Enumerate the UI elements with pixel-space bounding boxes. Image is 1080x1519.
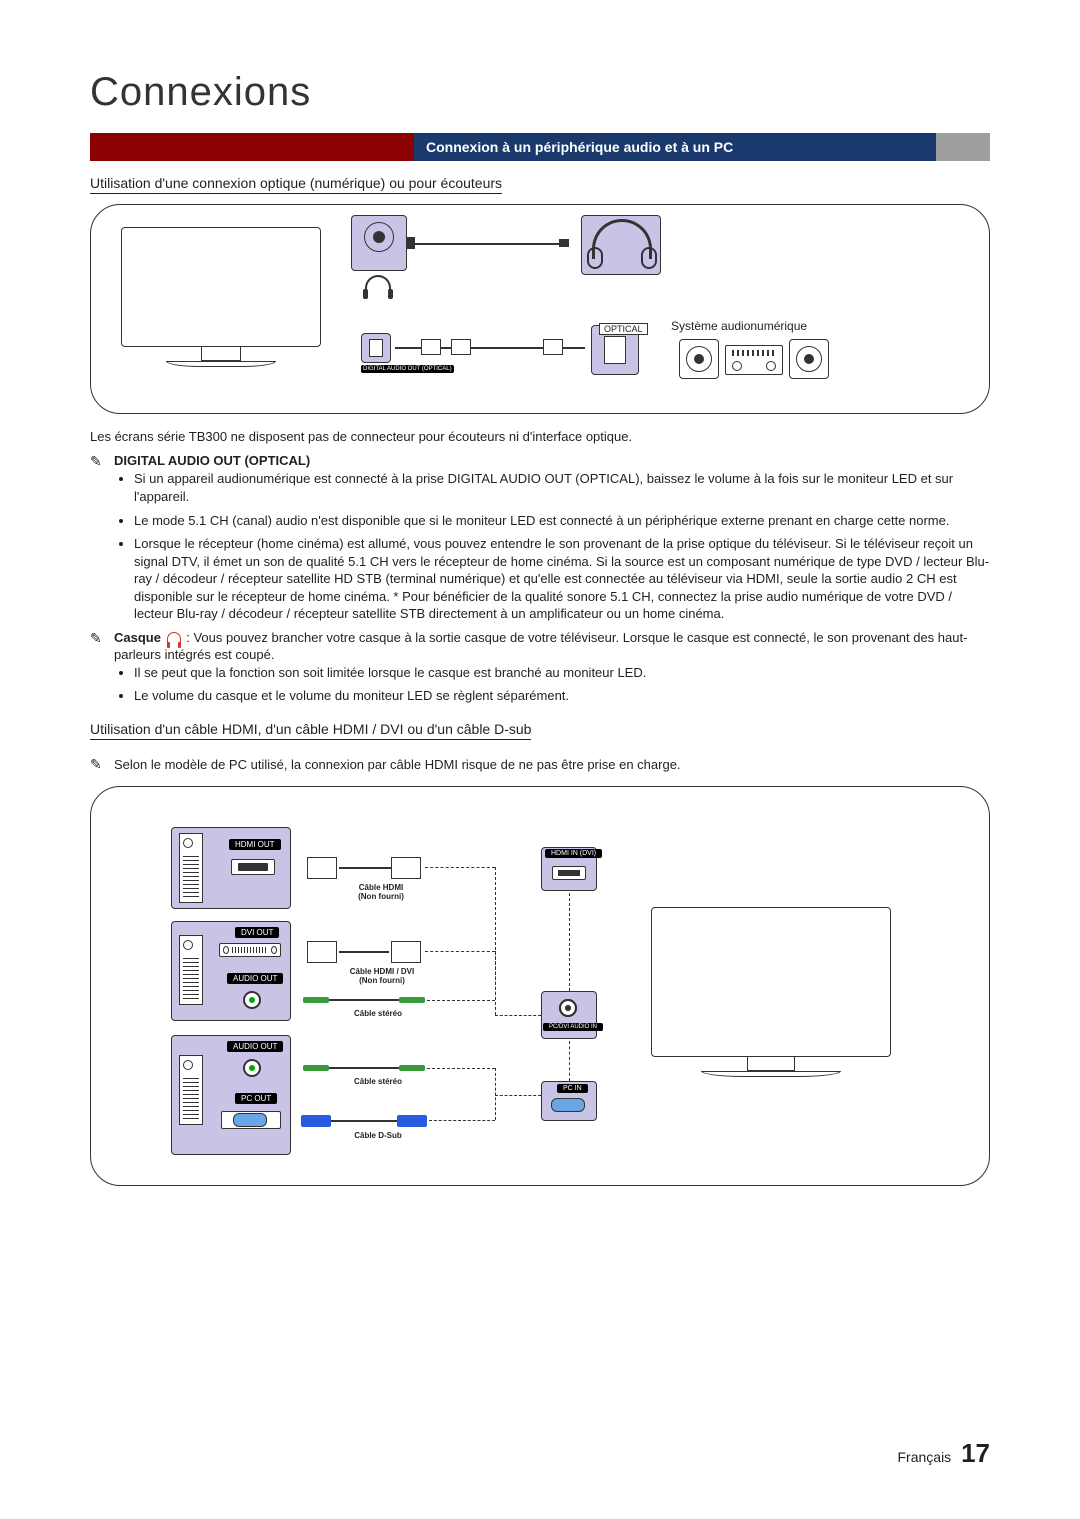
headphones-large-icon — [587, 219, 657, 269]
amplifier-icon — [725, 345, 783, 375]
intro-line: Les écrans série TB300 ne disposent pas … — [90, 428, 990, 446]
hdmi-connector-icon — [231, 859, 275, 875]
bullet-c2: Le volume du casque et le volume du moni… — [134, 687, 990, 705]
pc-tower-icon — [179, 935, 203, 1005]
speaker-port-box — [351, 215, 407, 271]
hdmi-note-text: Selon le modèle de PC utilisé, la connex… — [114, 756, 990, 774]
body-text-block: Les écrans série TB300 ne disposent pas … — [90, 428, 990, 705]
banner-accent-right — [936, 133, 990, 161]
banner-accent-left — [90, 133, 414, 161]
subheading-hdmi: Utilisation d'un câble HDMI, d'un câble … — [90, 721, 531, 740]
dvi-plug-left — [307, 941, 337, 963]
cable-headphone — [411, 243, 561, 245]
headphone-icon — [365, 275, 391, 293]
stereo-plug-r1 — [399, 997, 425, 1003]
section-banner: Connexion à un périphérique audio et à u… — [90, 133, 990, 161]
headphone-inline-icon — [167, 632, 181, 644]
optical-port-label: DIGITAL AUDIO OUT (OPTICAL) — [361, 365, 454, 373]
dvi-connector-icon — [219, 943, 281, 957]
optical-bullets: Si un appareil audionumérique est connec… — [90, 470, 990, 622]
vga-plug-left — [301, 1115, 331, 1127]
hdmi-out-label: HDMI OUT — [229, 839, 281, 850]
hdmi-plug-left — [307, 857, 337, 879]
subheading-optical: Utilisation d'une connexion optique (num… — [90, 175, 502, 194]
audio-jack-icon — [243, 991, 261, 1009]
pencil-icon: ✎ — [90, 452, 108, 471]
casque-line: Casque : Vous pouvez brancher votre casq… — [114, 629, 990, 664]
pc-tower-icon — [179, 1055, 203, 1125]
bullet-1: Si un appareil audionumérique est connec… — [134, 470, 990, 505]
cable-dsub-label: Câble D-Sub — [343, 1131, 413, 1140]
diagram-pc-connection: HDMI OUT Câble HDMI(Non fourni) DVI OUT … — [90, 786, 990, 1186]
audio-out-label-2: AUDIO OUT — [227, 1041, 283, 1052]
audio-out-label-1: AUDIO OUT — [227, 973, 283, 984]
cable-stereo-label-1: Câble stéréo — [343, 1009, 413, 1018]
pencil-icon: ✎ — [90, 756, 108, 773]
bullet-3: Lorsque le récepteur (home cinéma) est a… — [134, 535, 990, 623]
monitor-icon — [651, 907, 891, 1077]
dvi-out-label: DVI OUT — [235, 927, 279, 938]
speaker-right-icon — [789, 339, 829, 379]
dvi-cable — [339, 951, 389, 953]
pc-dvi-audio-label: PC/DVI AUDIO IN — [543, 1023, 603, 1031]
dashed-hdmi — [425, 867, 495, 868]
casque-rest: : Vous pouvez brancher votre casque à la… — [114, 630, 967, 663]
optical-heading: DIGITAL AUDIO OUT (OPTICAL) — [114, 452, 990, 470]
banner-title: Connexion à un périphérique audio et à u… — [414, 133, 936, 161]
audio-jack-icon — [243, 1059, 261, 1077]
bullet-2: Le mode 5.1 CH (canal) audio n'est dispo… — [134, 512, 990, 530]
cable-hdmi-label: Câble HDMI(Non fourni) — [341, 883, 421, 901]
speaker-left-icon — [679, 339, 719, 379]
hdmi-in-label: HDMI IN (DVI) — [545, 849, 602, 858]
note-casque: ✎ Casque : Vous pouvez brancher votre ca… — [90, 629, 990, 664]
note-hdmi: ✎ Selon le modèle de PC utilisé, la conn… — [90, 756, 990, 774]
cable-hdmi-dvi-label: Câble HDMI / DVI(Non fourni) — [337, 967, 427, 985]
hdmi-plug-right — [391, 857, 421, 879]
pc-out-label: PC OUT — [235, 1093, 277, 1104]
optical-port-box — [361, 333, 391, 363]
cable-stereo-label-2: Câble stéréo — [343, 1077, 413, 1086]
pc-in-label: PC IN — [557, 1084, 588, 1093]
bullet-c1: Il se peut que la fonction son soit limi… — [134, 664, 990, 682]
system-label: Système audionumérique — [671, 319, 807, 333]
casque-bold: Casque — [114, 630, 161, 645]
page-footer: Français 17 — [898, 1438, 991, 1469]
monitor-icon — [121, 227, 321, 367]
diagram-audio-optical: DIGITAL AUDIO OUT (OPTICAL) OPTICAL Syst… — [90, 204, 990, 414]
vga-pc-connector — [221, 1111, 281, 1129]
pc-tower-icon — [179, 833, 203, 903]
stereo-plug-l1 — [303, 997, 329, 1003]
pencil-icon: ✎ — [90, 629, 108, 648]
page-title: Connexions — [90, 70, 990, 115]
page-number: 17 — [961, 1438, 990, 1468]
casque-bullets: Il se peut que la fonction son soit limi… — [90, 664, 990, 705]
vga-plug-right — [397, 1115, 427, 1127]
footer-language: Français — [898, 1449, 952, 1465]
dvi-plug-right — [391, 941, 421, 963]
note-optical: ✎ DIGITAL AUDIO OUT (OPTICAL) — [90, 452, 990, 471]
optical-label: OPTICAL — [599, 323, 648, 335]
